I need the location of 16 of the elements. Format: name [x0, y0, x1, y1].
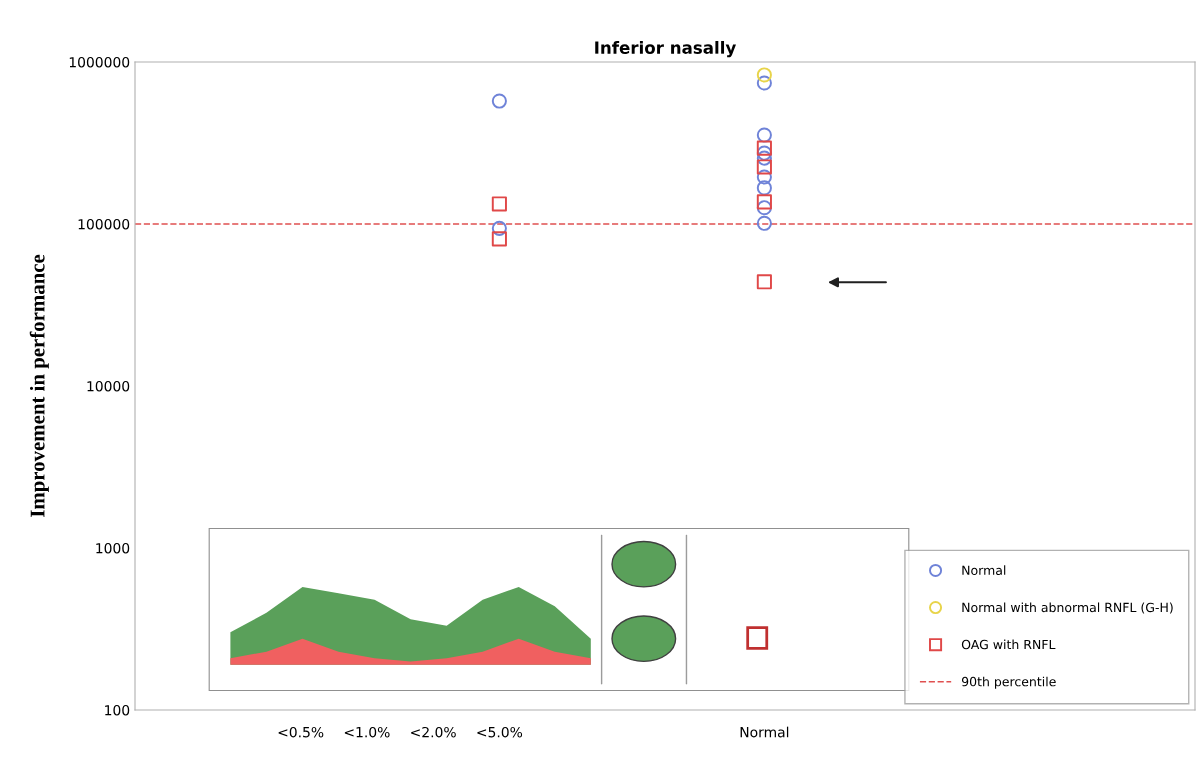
y-axis-title: Improvement in performance	[29, 254, 49, 518]
y-tick-label: 100000	[78, 218, 130, 230]
y-tick-label: 1000000	[69, 56, 130, 68]
legend-label: Normal with abnormal RNFL (G-H)	[962, 602, 1173, 614]
legend-label: OAG with RNFL	[961, 639, 1056, 650]
chart-title: Inferior nasally	[595, 41, 736, 58]
x-tick-label: <1.0%	[344, 726, 390, 738]
x-tick-label: <5.0%	[477, 726, 523, 738]
legend-label: Normal	[962, 565, 1006, 576]
x-tick-label: <0.5%	[278, 726, 324, 738]
legend-label: 90th percentile	[961, 676, 1056, 689]
y-tick-label: 10000	[87, 380, 130, 392]
y-tick-label: 1000	[96, 542, 130, 554]
y-tick-label: 100	[105, 704, 130, 716]
x-tick-label: <2.0%	[411, 726, 456, 738]
x-tick-label: Normal	[740, 726, 789, 738]
